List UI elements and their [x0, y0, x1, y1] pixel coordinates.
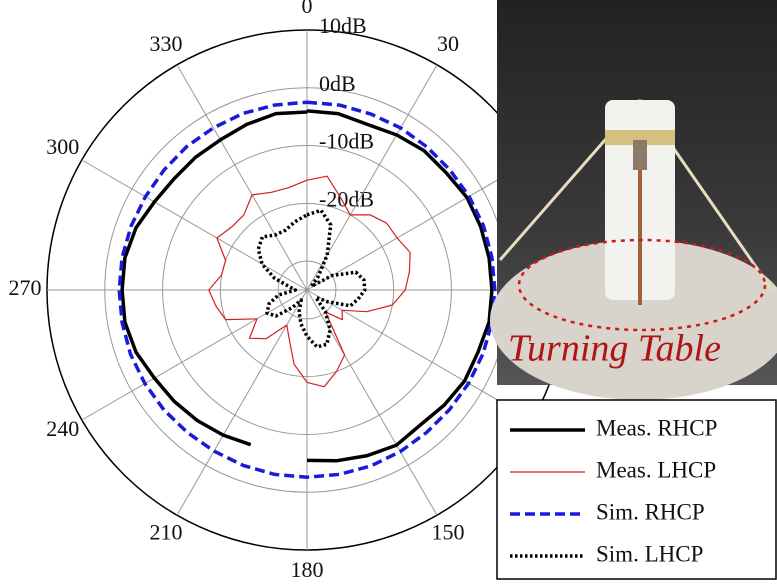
legend-label: Meas. RHCP: [596, 415, 717, 440]
spoke: [81, 159, 308, 291]
theta-tick-label: 270: [9, 275, 42, 300]
theta-tick-label: 0: [302, 0, 313, 18]
theta-tick-label: 330: [150, 31, 183, 56]
theta-tick-label: 300: [46, 134, 79, 159]
theta-tick-label: 210: [150, 519, 183, 544]
photo: Turning Table: [490, 0, 777, 400]
spoke: [176, 64, 308, 291]
plot: 10dB0dB-10dB-20dB03015018021024027030033…: [9, 0, 568, 582]
legend-label: Sim. RHCP: [596, 499, 705, 524]
theta-tick-label: 240: [46, 416, 79, 441]
series-line: [117, 100, 497, 479]
series-line: [256, 208, 367, 349]
theta-tick-label: 30: [437, 31, 459, 56]
spoke: [81, 289, 308, 421]
annotation: Turning Table: [508, 328, 721, 370]
spoke: [306, 64, 438, 291]
legend: Meas. RHCP Meas. LHCP Sim. RHCP Sim. LHCP: [496, 399, 777, 580]
r-tick-label: -10dB: [319, 129, 374, 154]
spoke: [306, 289, 533, 421]
series-line: [208, 175, 411, 388]
r-tick-label: 0dB: [319, 71, 356, 96]
spoke: [306, 159, 533, 291]
spoke: [176, 289, 308, 516]
legend-label: Meas. LHCP: [596, 457, 716, 482]
series-line: [120, 109, 494, 463]
r-tick-label: 10dB: [319, 13, 367, 38]
theta-tick-label: 180: [291, 557, 324, 580]
legend-label: Sim. LHCP: [596, 541, 703, 566]
theta-tick-label: 150: [432, 519, 465, 544]
